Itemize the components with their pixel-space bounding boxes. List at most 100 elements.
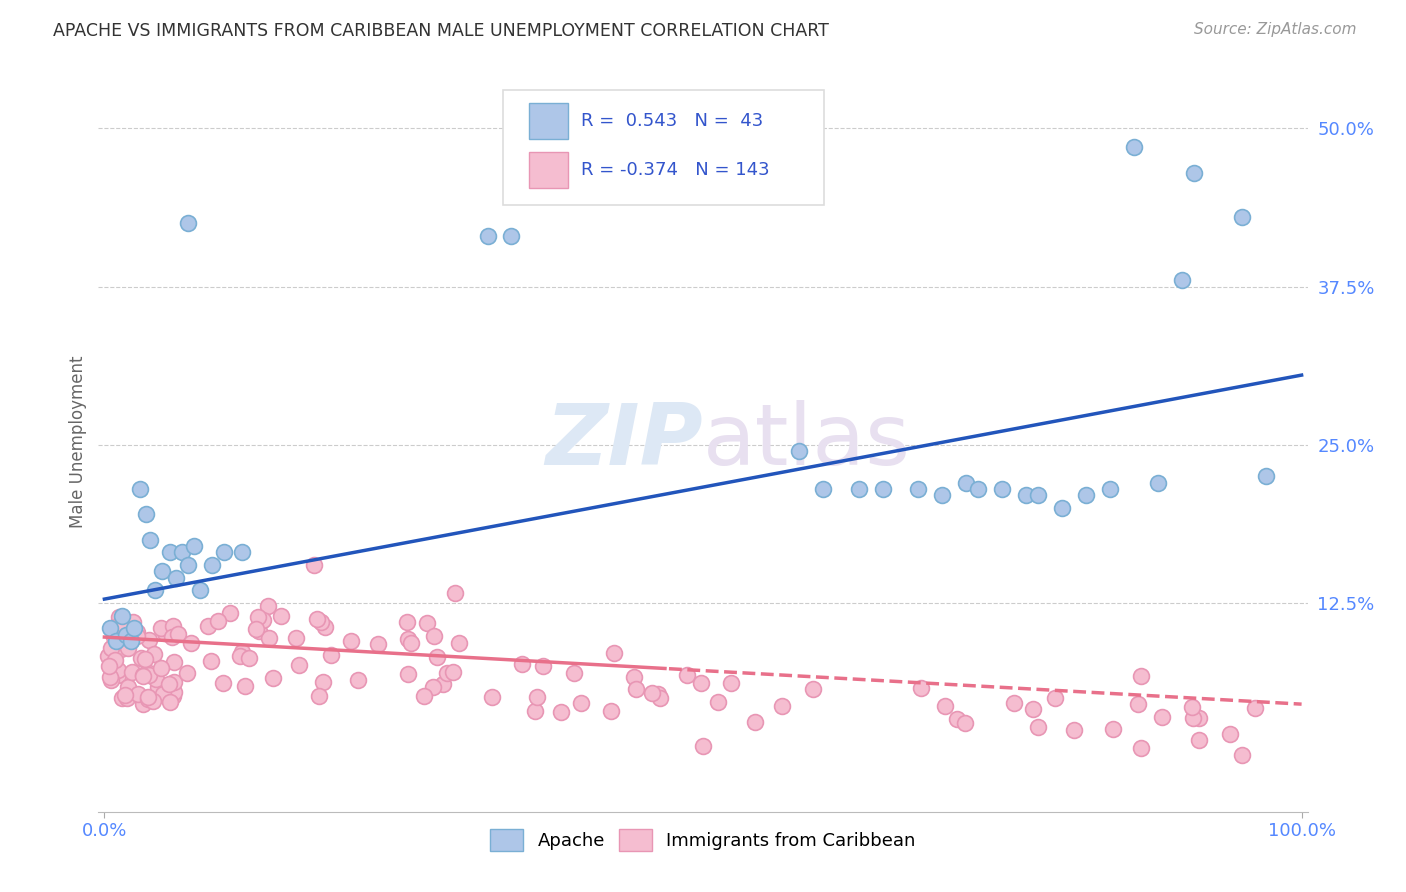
Immigrants from Caribbean: [200, 654, 222, 668]
Immigrants from Caribbean: [285, 631, 308, 645]
Immigrants from Caribbean: [676, 667, 699, 681]
Immigrants from Caribbean: [108, 609, 131, 624]
Immigrants from Caribbean: [180, 636, 202, 650]
Immigrants from Caribbean: [197, 619, 219, 633]
Immigrants from Caribbean: [426, 650, 449, 665]
Immigrants from Caribbean: [562, 666, 585, 681]
Immigrants from Caribbean: [229, 649, 252, 664]
Immigrants from Caribbean: [531, 658, 554, 673]
Immigrants from Caribbean: [523, 704, 546, 718]
Immigrants from Caribbean: [600, 705, 623, 719]
Immigrants from Caribbean: [803, 681, 825, 696]
Apache: [1074, 488, 1097, 502]
Apache: [139, 533, 162, 547]
Immigrants from Caribbean: [138, 632, 160, 647]
Immigrants from Caribbean: [115, 690, 138, 705]
Immigrants from Caribbean: [114, 688, 136, 702]
Immigrants from Caribbean: [603, 646, 626, 660]
Immigrants from Caribbean: [156, 624, 179, 638]
Immigrants from Caribbean: [149, 661, 172, 675]
Immigrants from Caribbean: [1180, 700, 1202, 714]
Immigrants from Caribbean: [1102, 722, 1125, 736]
Immigrants from Caribbean: [160, 630, 183, 644]
Immigrants from Caribbean: [312, 674, 335, 689]
Apache: [129, 482, 152, 496]
Apache: [177, 216, 200, 230]
Immigrants from Caribbean: [432, 677, 454, 691]
Immigrants from Caribbean: [1130, 740, 1153, 755]
Immigrants from Caribbean: [444, 585, 467, 599]
Immigrants from Caribbean: [146, 680, 169, 694]
Immigrants from Caribbean: [436, 665, 458, 680]
Immigrants from Caribbean: [132, 697, 155, 711]
Apache: [212, 545, 235, 559]
Apache: [811, 482, 834, 496]
Immigrants from Caribbean: [127, 629, 149, 643]
Immigrants from Caribbean: [934, 699, 956, 714]
Immigrants from Caribbean: [257, 631, 280, 645]
Immigrants from Caribbean: [1022, 702, 1045, 716]
Immigrants from Caribbean: [238, 651, 260, 665]
Immigrants from Caribbean: [107, 632, 129, 647]
Immigrants from Caribbean: [104, 653, 127, 667]
Immigrants from Caribbean: [744, 714, 766, 729]
Immigrants from Caribbean: [107, 668, 129, 682]
Immigrants from Caribbean: [100, 640, 122, 655]
Immigrants from Caribbean: [314, 620, 336, 634]
Immigrants from Caribbean: [1150, 710, 1173, 724]
Immigrants from Caribbean: [449, 636, 471, 650]
Apache: [124, 621, 146, 635]
Immigrants from Caribbean: [136, 690, 159, 705]
Immigrants from Caribbean: [1243, 701, 1265, 715]
Immigrants from Caribbean: [127, 687, 149, 701]
Immigrants from Caribbean: [163, 675, 186, 690]
Immigrants from Caribbean: [347, 673, 370, 688]
Immigrants from Caribbean: [396, 667, 419, 681]
Apache: [1099, 482, 1122, 496]
Immigrants from Caribbean: [340, 633, 363, 648]
Immigrants from Caribbean: [159, 695, 181, 709]
Immigrants from Caribbean: [309, 615, 332, 630]
Immigrants from Caribbean: [626, 681, 648, 696]
Text: R =  0.543   N =  43: R = 0.543 N = 43: [581, 112, 763, 130]
Apache: [177, 558, 200, 572]
Apache: [1171, 273, 1194, 287]
Immigrants from Caribbean: [138, 693, 160, 707]
Immigrants from Caribbean: [117, 634, 139, 648]
Apache: [120, 633, 142, 648]
Immigrants from Caribbean: [108, 616, 131, 631]
Immigrants from Caribbean: [145, 673, 167, 687]
Immigrants from Caribbean: [910, 681, 932, 696]
Apache: [955, 475, 977, 490]
Immigrants from Caribbean: [1219, 727, 1241, 741]
Immigrants from Caribbean: [142, 694, 165, 708]
Immigrants from Caribbean: [117, 640, 139, 655]
Immigrants from Caribbean: [288, 658, 311, 673]
Immigrants from Caribbean: [132, 669, 155, 683]
Apache: [1254, 469, 1277, 483]
Immigrants from Caribbean: [953, 716, 976, 731]
Immigrants from Caribbean: [115, 634, 138, 648]
Text: APACHE VS IMMIGRANTS FROM CARIBBEAN MALE UNEMPLOYMENT CORRELATION CHART: APACHE VS IMMIGRANTS FROM CARIBBEAN MALE…: [53, 22, 830, 40]
Immigrants from Caribbean: [105, 629, 128, 643]
Immigrants from Caribbean: [150, 621, 173, 635]
Apache: [931, 488, 953, 502]
Apache: [105, 633, 128, 648]
Apache: [183, 539, 205, 553]
Immigrants from Caribbean: [256, 599, 278, 613]
Immigrants from Caribbean: [401, 636, 423, 650]
Immigrants from Caribbean: [152, 687, 174, 701]
Legend: Apache, Immigrants from Caribbean: Apache, Immigrants from Caribbean: [484, 822, 922, 858]
Apache: [201, 558, 224, 572]
Apache: [159, 545, 181, 559]
Immigrants from Caribbean: [262, 671, 284, 685]
Apache: [787, 444, 810, 458]
Immigrants from Caribbean: [1063, 723, 1085, 737]
Immigrants from Caribbean: [690, 676, 713, 690]
Immigrants from Caribbean: [302, 558, 325, 572]
Immigrants from Caribbean: [270, 609, 292, 624]
Immigrants from Caribbean: [129, 650, 152, 665]
Immigrants from Caribbean: [1130, 669, 1153, 683]
Immigrants from Caribbean: [138, 665, 160, 680]
Apache: [501, 228, 523, 243]
